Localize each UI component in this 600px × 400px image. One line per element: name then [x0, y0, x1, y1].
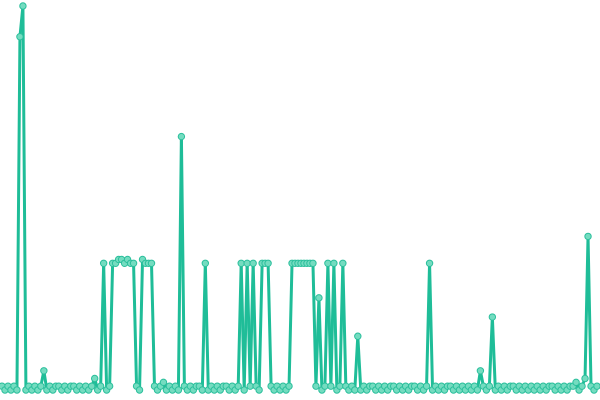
data-point — [201, 259, 210, 267]
data-point — [312, 382, 320, 390]
line-segment — [257, 261, 264, 392]
data-point — [135, 386, 144, 394]
series-lines — [0, 4, 599, 392]
data-point — [243, 259, 251, 267]
data-point — [87, 382, 96, 390]
line-segment — [586, 234, 593, 388]
line-segment — [203, 261, 210, 392]
line-segment — [490, 315, 497, 392]
data-point — [336, 382, 344, 390]
data-point — [37, 382, 45, 390]
data-point — [593, 382, 600, 390]
data-point — [476, 367, 485, 375]
data-point — [581, 374, 589, 383]
line-segment — [108, 261, 115, 388]
line-segment — [356, 334, 363, 392]
line-segment — [132, 261, 139, 388]
data-point — [105, 382, 114, 390]
data-point — [96, 382, 105, 390]
data-point — [90, 374, 99, 383]
data-point — [246, 382, 254, 390]
data-point — [578, 382, 586, 390]
line-segment — [15, 35, 22, 392]
line-segment — [138, 257, 145, 392]
data-point — [174, 386, 183, 394]
line-segment — [251, 261, 258, 388]
line-segment — [149, 261, 156, 388]
line-segment — [428, 261, 435, 392]
data-point — [339, 259, 347, 267]
data-point — [330, 259, 338, 267]
data-point — [40, 367, 48, 375]
line-segment — [102, 261, 109, 392]
data-point — [485, 382, 494, 390]
data-point — [473, 386, 482, 394]
data-point — [264, 259, 272, 267]
line-segment — [179, 135, 186, 388]
data-point — [572, 378, 580, 387]
line-segment — [266, 261, 273, 388]
data-point — [159, 378, 168, 387]
line-segment — [332, 261, 339, 392]
data-point — [321, 382, 329, 390]
data-point — [309, 259, 317, 267]
data-point — [324, 259, 332, 267]
line-segment — [317, 296, 324, 392]
data-point — [255, 386, 263, 394]
line-segment — [341, 261, 348, 388]
data-point — [249, 259, 257, 267]
data-point — [147, 259, 156, 267]
data-point — [177, 132, 186, 141]
data-point — [584, 232, 592, 241]
data-point — [354, 332, 362, 340]
data-point — [425, 259, 434, 267]
data-point — [285, 382, 293, 390]
data-point — [488, 313, 497, 321]
data-point — [99, 259, 108, 267]
data-point — [422, 382, 431, 390]
data-point — [198, 386, 207, 394]
data-point — [234, 382, 242, 390]
data-point — [237, 259, 245, 267]
data-point — [240, 386, 248, 394]
data-point — [13, 386, 21, 394]
data-point — [327, 382, 335, 390]
data-point — [129, 259, 138, 267]
line-segment — [21, 4, 28, 392]
data-point — [351, 386, 359, 394]
data-point — [19, 2, 27, 10]
data-point — [315, 294, 323, 302]
data-point — [16, 33, 24, 41]
line-segment — [287, 261, 294, 388]
